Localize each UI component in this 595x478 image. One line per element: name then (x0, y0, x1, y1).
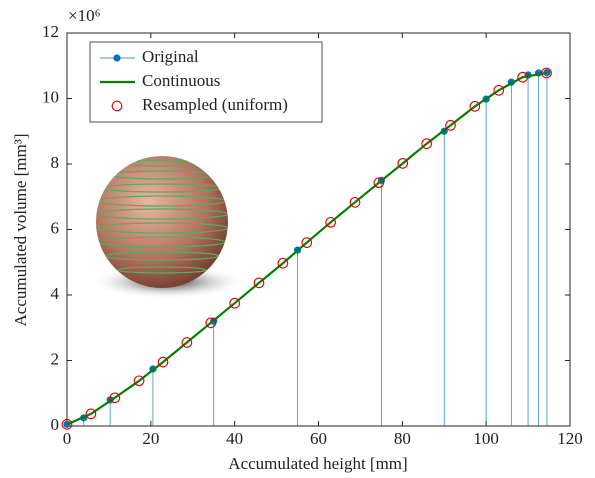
resampled-point (277, 257, 289, 269)
legend-entry: Original (100, 47, 199, 66)
y-tick-label: 6 (51, 218, 60, 237)
x-axis-label: Accumulated height [mm] (228, 454, 407, 473)
resampled-point (109, 392, 121, 404)
x-tick-label: 60 (310, 429, 327, 448)
legend-label: Original (142, 47, 199, 66)
legend-swatch (113, 54, 121, 62)
resampled-point (253, 277, 265, 289)
y-tick-label: 10 (42, 87, 59, 106)
y-tick-label: 12 (42, 22, 59, 41)
y-multiplier: ×10⁶ (68, 6, 101, 25)
resampled-point (469, 101, 481, 112)
y-tick-label: 0 (51, 415, 60, 434)
continuous-line (66, 71, 547, 426)
x-tick-label: 20 (142, 429, 159, 448)
resampled-point (325, 216, 337, 228)
resampled-point (373, 177, 385, 189)
x-tick-label: 40 (226, 429, 243, 448)
x-tick-label: 120 (557, 429, 583, 448)
y-tick-label: 8 (51, 153, 60, 172)
legend-entry: Continuous (100, 71, 220, 90)
y-tick-label: 4 (51, 284, 60, 303)
legend-entry: Resampled (uniform) (111, 95, 288, 114)
original-point (543, 69, 551, 77)
y-axis-label: Accumulated volume [mm³] (11, 134, 30, 327)
resampled-point (61, 419, 73, 430)
y-tick-label: 2 (51, 349, 60, 368)
resampled-point (157, 356, 169, 368)
resampled-point (517, 71, 528, 83)
x-tick-label: 0 (63, 429, 72, 448)
resampled-point (229, 297, 241, 309)
resampled-point (349, 196, 361, 208)
legend-swatch (111, 100, 123, 112)
x-tick-label: 100 (473, 429, 499, 448)
legend-label: Continuous (142, 71, 220, 90)
resampled-point (205, 317, 217, 329)
legend-label: Resampled (uniform) (142, 95, 288, 114)
sphere-illustration (90, 156, 246, 299)
resampled-point (397, 157, 409, 169)
resampled-point (421, 138, 432, 150)
resampled-point (445, 120, 456, 131)
resampled-point (301, 237, 313, 248)
resampled-point (133, 375, 145, 387)
resampled-point (493, 84, 505, 96)
resampled-point (541, 67, 552, 79)
resampled-point (181, 337, 193, 348)
x-tick-label: 80 (394, 429, 411, 448)
resampled-point (85, 408, 97, 420)
